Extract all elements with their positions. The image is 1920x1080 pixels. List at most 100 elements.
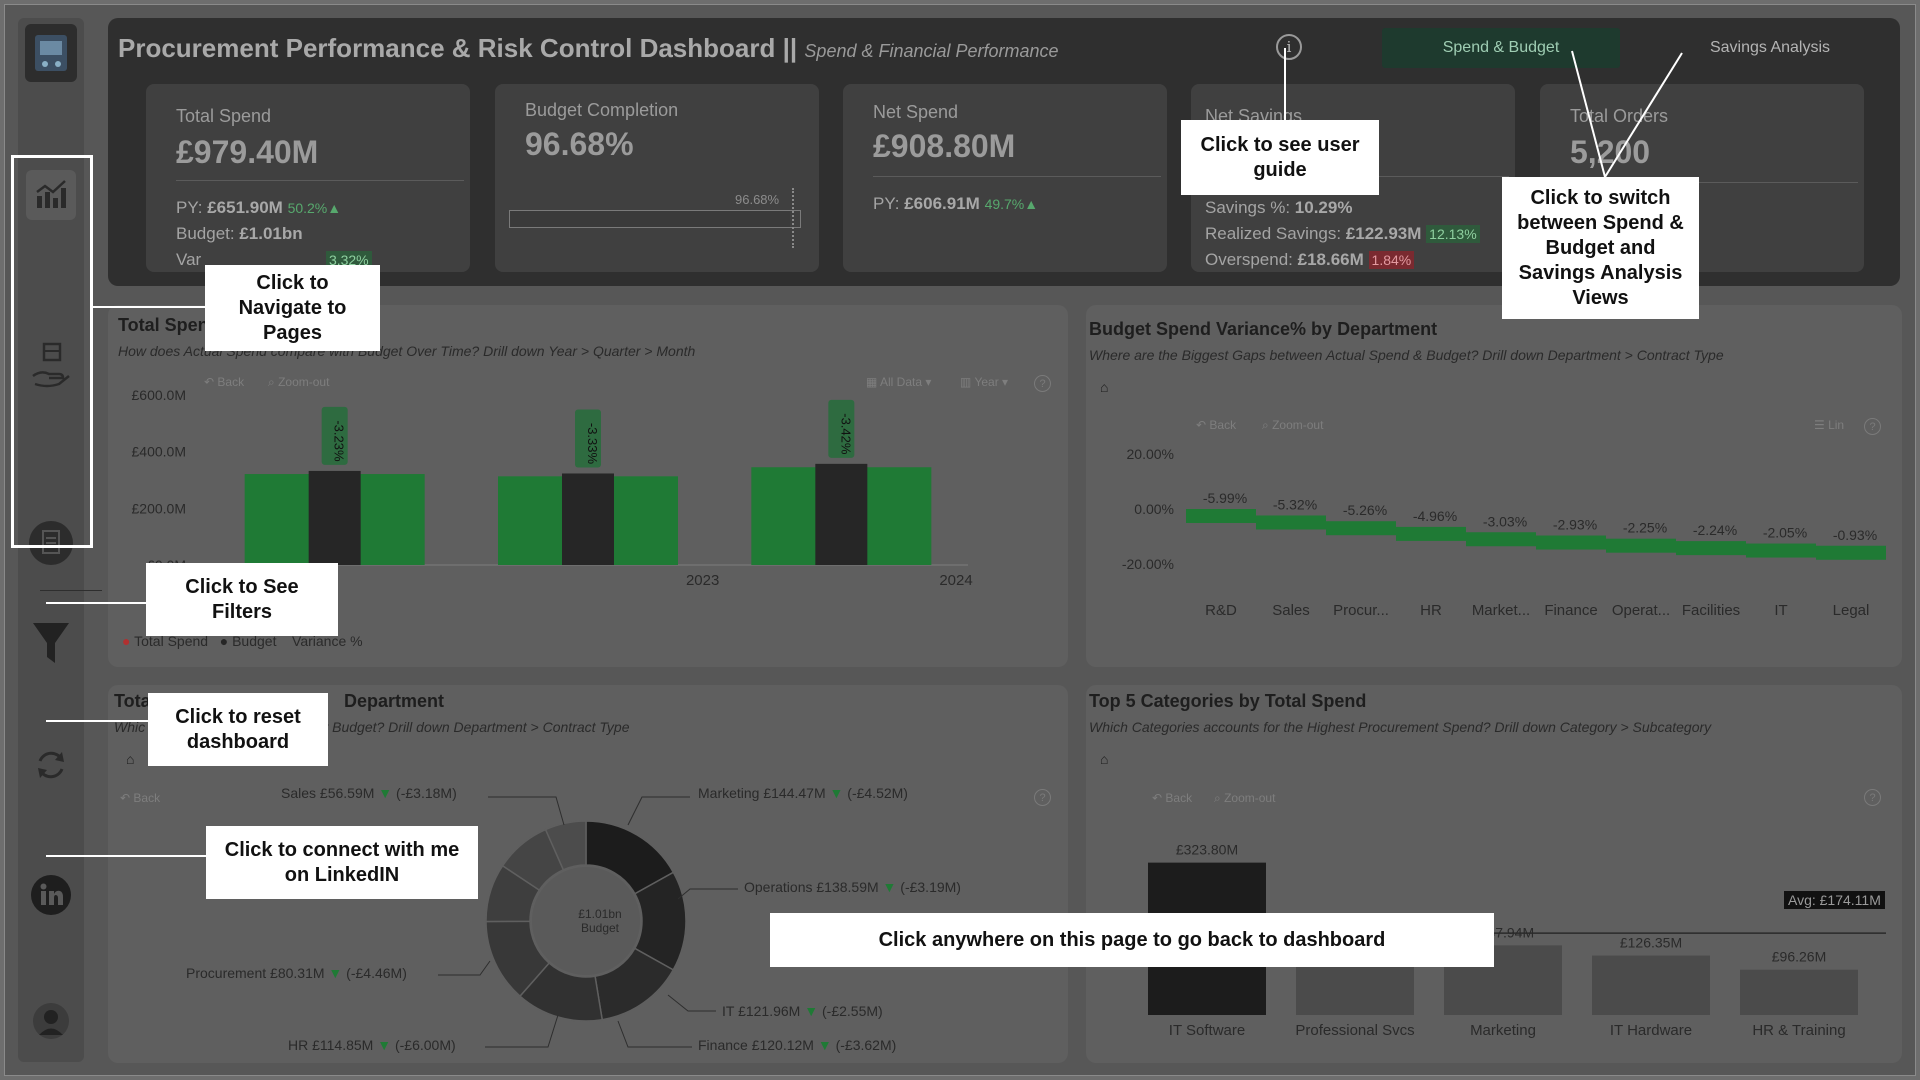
back-button[interactable]: ↶ Back [1196, 418, 1237, 432]
savings-pct-row: Savings %: 10.29% [1205, 198, 1352, 218]
py-value: £606.91M [904, 194, 980, 213]
home-icon[interactable]: ⌂ [1100, 379, 1109, 395]
year-dropdown[interactable]: ▥ Year ▾ [960, 375, 1009, 389]
waterfall-bar [1536, 535, 1606, 550]
variance-chip [828, 399, 855, 458]
waterfall-bar [1466, 532, 1536, 547]
legend-budget: Budget [232, 633, 277, 649]
help-icon[interactable]: ? [1864, 418, 1881, 435]
variance-waterfall-chart: 20.00% 0.00% -20.00% -5.99% R&D -5.32% Sales -5… [1122, 446, 1886, 619]
donut-chart [438, 796, 738, 1048]
progress-track [509, 210, 801, 228]
label-delta: (-£3.18M) [396, 785, 457, 801]
panel-subtitle-left: Whic [114, 719, 146, 735]
variance-label: -3.42% [838, 413, 853, 455]
back-button[interactable]: ↶ Back [1152, 791, 1193, 805]
average-line-label: Avg: £174.11M [1784, 891, 1885, 909]
panel-title: Top 5 Categories by Total Spend [1089, 691, 1367, 711]
panel-variance-by-department: Budget Spend Variance% by Department Whe… [1086, 305, 1902, 667]
kpi-divider [1570, 182, 1858, 183]
label-delta: (-£2.55M) [822, 1003, 883, 1019]
zoom-label: Zoom-out [1272, 418, 1324, 432]
label-delta: (-£3.19M) [900, 879, 961, 895]
waterfall-value-label: -2.05% [1763, 525, 1807, 541]
reset-icon[interactable] [26, 740, 76, 790]
avatar-icon[interactable] [26, 996, 76, 1046]
y-tick-label: £400.0M [132, 444, 186, 460]
x-category-label: Professional Svcs [1295, 1022, 1414, 1039]
linkedin-icon[interactable] [26, 870, 76, 920]
py-pct: 50.2%▲ [287, 200, 342, 216]
callout-switch-views: Click to switch between Spend & Budget a… [1502, 177, 1699, 319]
help-icon[interactable]: ? [1034, 789, 1051, 806]
donut-label-it: IT £121.96M ▼ (-£2.55M) [722, 1003, 883, 1019]
kpi-value: £908.80M [873, 128, 1016, 164]
clipboard-icon[interactable] [26, 518, 76, 568]
switch-line-left [1571, 50, 1606, 178]
kpi-py-row: PY: £651.90M 50.2%▲ [176, 198, 341, 218]
label-delta: (-£3.62M) [835, 1037, 897, 1053]
donut-label-finance: Finance £120.12M ▼ (-£3.62M) [698, 1037, 897, 1053]
line-chart-icon[interactable] [26, 170, 76, 220]
overspend-value: £18.66M [1297, 250, 1364, 269]
zoom-out-button[interactable]: ⌕ Zoom-out [1214, 791, 1276, 805]
label-text: Operations £138.59M [744, 879, 879, 895]
donut-center-value: £1.01bn [578, 907, 622, 921]
filter-icon[interactable] [26, 618, 76, 668]
waterfall-value-label: -5.26% [1343, 502, 1387, 518]
lin-log-toggle[interactable]: ☰ Lin [1814, 418, 1845, 432]
year-label: Year [974, 375, 999, 389]
py-pct: 49.7%▲ [984, 196, 1039, 212]
back-button[interactable]: ↶ Back [204, 375, 245, 389]
x-category-label: Sales [1272, 602, 1310, 619]
donut-center-caption: Budget [580, 921, 620, 935]
budget-value: £1.01bn [239, 224, 303, 243]
label-text: Finance £120.12M [698, 1037, 814, 1053]
savings-pct-label: Savings %: [1205, 198, 1291, 217]
progress-target-marker [792, 188, 794, 248]
waterfall-bar [1396, 526, 1466, 541]
zoom-out-button[interactable]: ⌕ Zoom-out [1262, 418, 1324, 432]
callout-back-to-dashboard[interactable]: Click anywhere on this page to go back t… [770, 913, 1494, 967]
hand-box-icon[interactable] [26, 340, 76, 390]
donut-slice [544, 820, 587, 871]
nav-pages-highlight [11, 155, 93, 548]
spend-budget-chart: £0.0M£200.0M£400.0M£600.0M-3.23%-3.33%20… [132, 387, 973, 585]
logo-icon[interactable] [25, 24, 77, 82]
tab-spend-budget[interactable]: Spend & Budget [1382, 28, 1620, 68]
home-icon[interactable]: ⌂ [1100, 751, 1109, 767]
donut-hole [532, 867, 640, 975]
label-text: Procurement £80.31M [186, 965, 325, 981]
x-category-label: IT Software [1169, 1022, 1245, 1039]
kpi-value: £979.40M [176, 134, 319, 170]
zoom-out-button[interactable]: ⌕ Zoom-out [268, 375, 330, 389]
py-label: PY: [873, 194, 900, 213]
home-icon[interactable]: ⌂ [126, 751, 135, 767]
back-button[interactable]: ↶ Back [120, 791, 161, 805]
all-data-dropdown[interactable]: ▦ All Data ▾ [866, 375, 932, 389]
help-icon[interactable]: ? [1034, 375, 1051, 392]
callout-lines-switch [1571, 50, 1683, 178]
variance-chip [321, 406, 348, 465]
info-icon[interactable]: i [1276, 34, 1302, 60]
overspend-pct: 1.84% [1368, 251, 1415, 269]
panel-top5-categories: Top 5 Categories by Total Spend Which Ca… [1086, 685, 1902, 1063]
budget-label: Budget: [176, 224, 235, 243]
waterfall-value-label: -2.24% [1693, 522, 1737, 538]
sidebar-divider [40, 590, 102, 591]
budget-bar [308, 470, 361, 565]
overspend-label: Overspend: [1205, 250, 1293, 269]
help-icon[interactable]: ? [1864, 789, 1881, 806]
x-category-label: Legal [1833, 602, 1870, 619]
bar-value-label: £323.80M [1176, 842, 1238, 858]
switch-line-right [1604, 52, 1683, 178]
kpi-divider [873, 176, 1161, 177]
y-tick-label: -20.00% [1122, 556, 1174, 572]
donut-label-operations: Operations £138.59M ▼ (-£3.19M) [744, 879, 961, 895]
leader-line [677, 888, 738, 900]
callout-linkedin: Click to connect with me on LinkedIN [206, 826, 478, 899]
tab-savings-analysis[interactable]: Savings Analysis [1709, 39, 1831, 56]
x-category-label: Operat... [1612, 602, 1670, 619]
kpi-var-row: Var 3.32% [176, 250, 372, 270]
bar-value-label: £126.35M [1620, 935, 1682, 951]
